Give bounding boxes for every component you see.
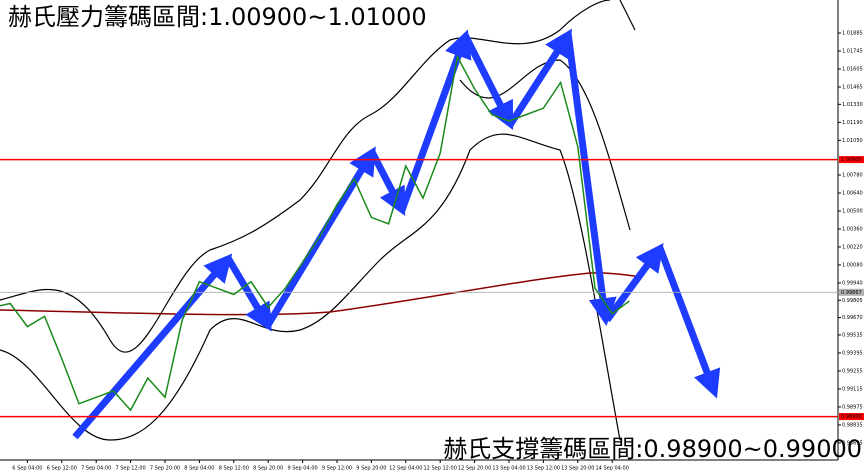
chart-subtitle: 赫氏支撐籌碼區間:0.98900~0.99000 (443, 435, 862, 463)
x-tick-label: 8 Sep 12:00 (219, 466, 249, 472)
y-tick-label: 1.00080 (842, 262, 863, 268)
y-tick-label: 1.01745 (842, 49, 863, 55)
y-tick-label: 1.00640 (842, 190, 863, 196)
price-label: 0.98900 (841, 414, 862, 420)
y-tick-label: 0.99255 (842, 368, 863, 374)
trend-arrows (72, 28, 721, 440)
y-tick-label: 1.01190 (842, 120, 863, 126)
x-tick-label: 8 Sep 04:00 (184, 466, 214, 472)
x-tick-label: 12 Sep 12:00 (424, 466, 457, 472)
x-tick-label: 13 Sep 04:00 (492, 466, 525, 472)
y-tick-label: 1.00780 (842, 173, 863, 179)
x-tick-label: 12 Sep 20:00 (458, 466, 491, 472)
y-tick-label: 1.01465 (842, 84, 863, 90)
price-label-bg (839, 288, 864, 296)
y-tick-label: 1.01605 (842, 67, 863, 73)
moving-average (0, 272, 636, 316)
y-tick-label: 0.99670 (842, 315, 863, 321)
x-tick-label: 9 Sep 12:00 (322, 466, 352, 472)
y-tick-label: 1.01885 (842, 31, 863, 37)
price-label: 1.00900 (841, 157, 862, 163)
y-tick-label: 1.00360 (842, 226, 863, 232)
x-tick-label: 13 Sep 20:00 (561, 466, 594, 472)
y-tick-label: 1.00500 (842, 208, 863, 214)
y-tick-label: 0.98695 (842, 440, 863, 446)
y-tick-label: 1.00220 (842, 244, 863, 250)
x-tick-label: 6 Sep 12:00 (47, 466, 77, 472)
y-tick-label: 0.98835 (842, 422, 863, 428)
x-tick-label: 9 Sep 20:00 (356, 466, 386, 472)
x-tick-label: 6 Sep 04:00 (12, 466, 42, 472)
y-tick-label: 1.01050 (842, 138, 863, 144)
price-line (0, 54, 630, 412)
price-label: 0.99867 (841, 290, 862, 296)
x-tick-label: 14 Sep 04:00 (596, 466, 629, 472)
price-label-bg (839, 413, 864, 421)
y-tick-label: 0.99940 (842, 280, 863, 286)
x-tick-label: 7 Sep 04:00 (81, 466, 111, 472)
y-tick-label: 1.01330 (842, 102, 863, 108)
price-label-bg (839, 156, 864, 164)
y-tick-label: 0.99115 (842, 386, 863, 392)
x-tick-label: 7 Sep 12:00 (115, 466, 145, 472)
x-tick-label: 8 Sep 20:00 (253, 466, 283, 472)
y-tick-label: 0.99395 (842, 350, 863, 356)
y-tick-label: 0.99535 (842, 332, 863, 338)
y-tick-label: 0.98975 (842, 404, 863, 410)
bollinger-bands (0, 0, 636, 441)
chart-title: 赫氏壓力籌碼區間:1.00900~1.01000 (8, 3, 427, 31)
x-tick-label: 13 Sep 12:00 (527, 466, 560, 472)
x-tick-label: 7 Sep 20:00 (150, 466, 180, 472)
x-tick-label: 9 Sep 04:00 (287, 466, 317, 472)
y-tick-label: 0.99805 (842, 298, 863, 304)
x-tick-label: 12 Sep 04:00 (389, 466, 422, 472)
